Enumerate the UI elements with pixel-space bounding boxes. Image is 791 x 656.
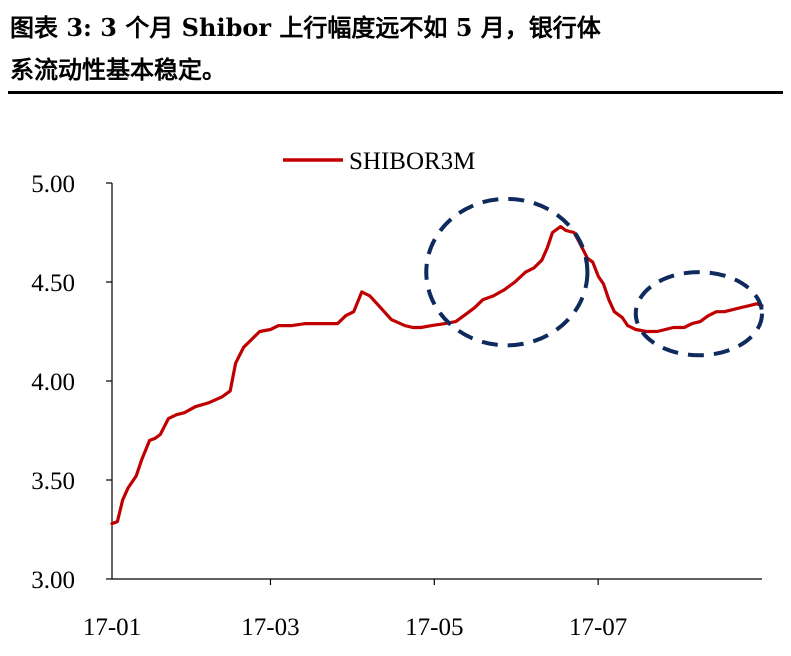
x-tick-label: 17-01	[83, 614, 141, 641]
highlight-ellipse-2	[633, 270, 765, 358]
y-tick-label: 4.50	[31, 270, 75, 297]
y-tick-label: 3.50	[31, 468, 75, 495]
title-underline	[8, 91, 783, 94]
y-tick-label: 5.00	[31, 171, 75, 198]
highlight-ellipse-1	[424, 196, 590, 348]
figure-title-line-1: 图表 3: 3 个月 Shibor 上行幅度远不如 5 月，银行体	[10, 13, 601, 42]
y-tick-label: 3.00	[31, 567, 75, 594]
legend-label: SHIBOR3M	[349, 148, 475, 175]
x-tick-label: 17-05	[405, 614, 463, 641]
y-tick-label: 4.00	[31, 369, 75, 396]
figure-title-line-2: 系流动性基本稳定。	[10, 55, 226, 84]
x-tick-label: 17-03	[241, 614, 299, 641]
x-tick-label: 17-07	[569, 614, 627, 641]
series-line-shibor3m	[110, 225, 764, 526]
